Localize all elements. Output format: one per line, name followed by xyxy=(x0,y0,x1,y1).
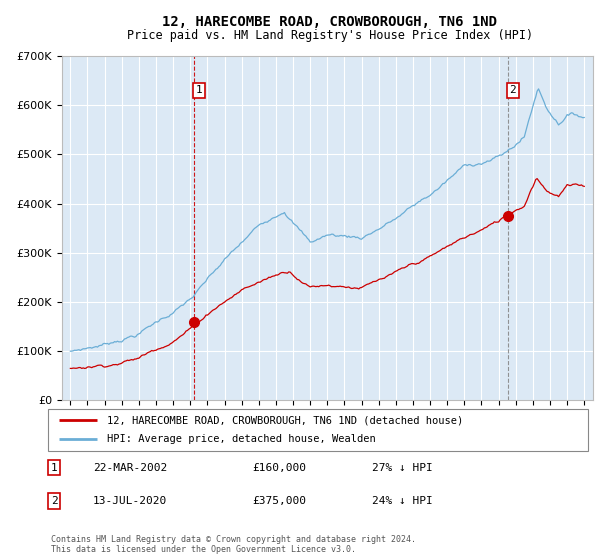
Text: 24% ↓ HPI: 24% ↓ HPI xyxy=(372,496,433,506)
FancyBboxPatch shape xyxy=(48,409,588,451)
Text: 12, HARECOMBE ROAD, CROWBOROUGH, TN6 1ND: 12, HARECOMBE ROAD, CROWBOROUGH, TN6 1ND xyxy=(163,15,497,29)
Text: 2: 2 xyxy=(509,86,516,95)
Text: 13-JUL-2020: 13-JUL-2020 xyxy=(93,496,167,506)
Text: Contains HM Land Registry data © Crown copyright and database right 2024.
This d: Contains HM Land Registry data © Crown c… xyxy=(51,535,416,554)
Text: 27% ↓ HPI: 27% ↓ HPI xyxy=(372,463,433,473)
Text: £160,000: £160,000 xyxy=(252,463,306,473)
Text: 2: 2 xyxy=(50,496,58,506)
Text: 22-MAR-2002: 22-MAR-2002 xyxy=(93,463,167,473)
Text: HPI: Average price, detached house, Wealden: HPI: Average price, detached house, Weal… xyxy=(107,435,376,445)
Text: 1: 1 xyxy=(196,86,203,95)
Text: 1: 1 xyxy=(50,463,58,473)
Text: 12, HARECOMBE ROAD, CROWBOROUGH, TN6 1ND (detached house): 12, HARECOMBE ROAD, CROWBOROUGH, TN6 1ND… xyxy=(107,415,464,425)
Text: Price paid vs. HM Land Registry's House Price Index (HPI): Price paid vs. HM Land Registry's House … xyxy=(127,29,533,42)
Text: £375,000: £375,000 xyxy=(252,496,306,506)
